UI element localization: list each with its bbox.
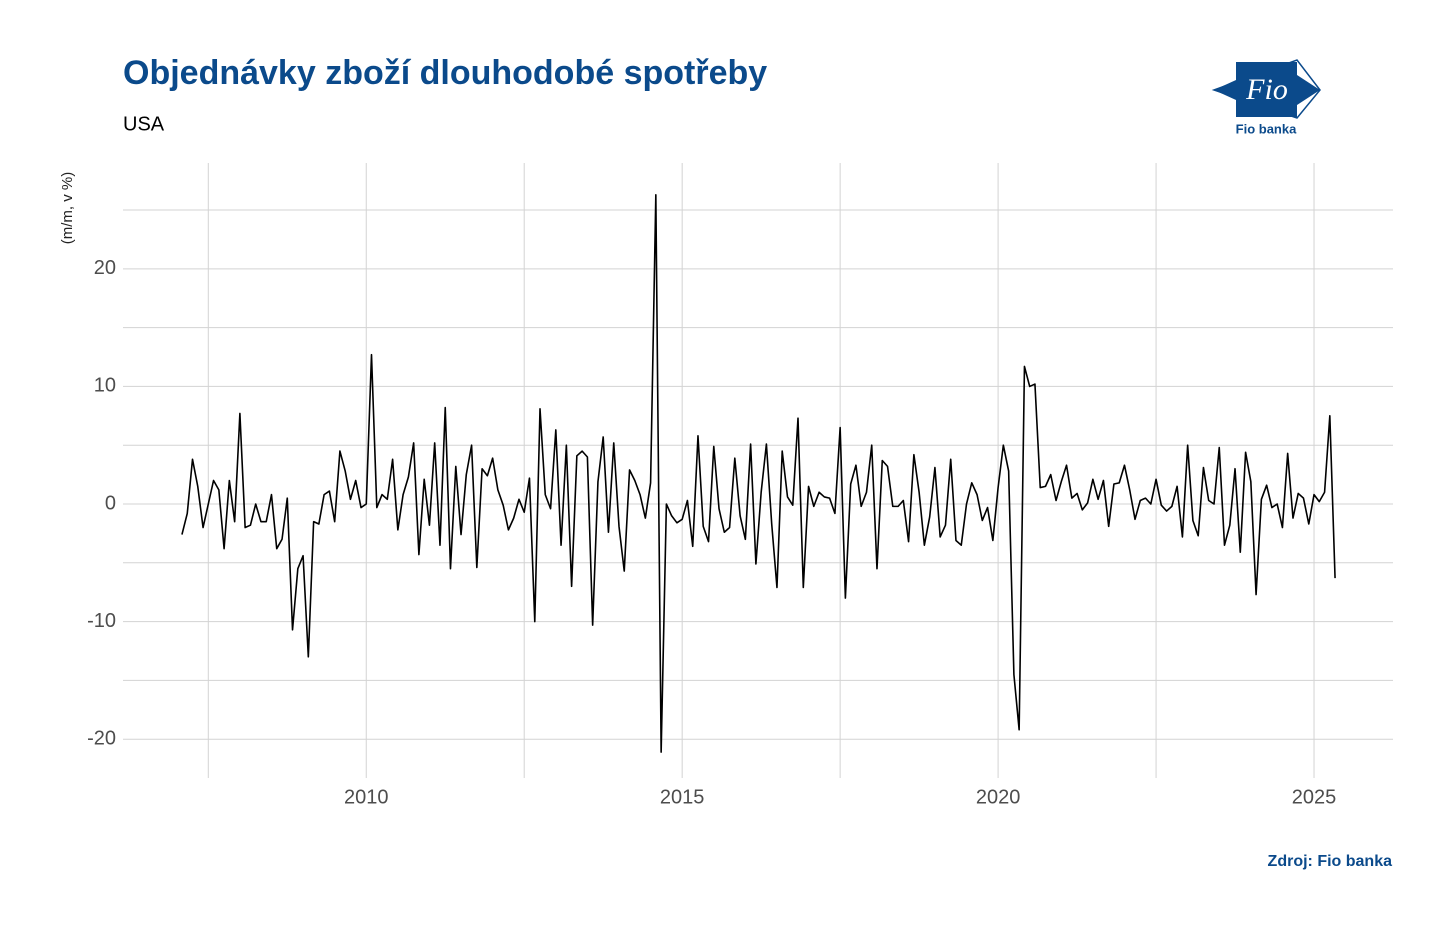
y-tick-label: 20 (94, 257, 116, 279)
chart-title: Objednávky zboží dlouhodobé spotřeby (123, 54, 767, 92)
logo-shape (1236, 62, 1297, 117)
x-tick-label: 2015 (660, 786, 705, 808)
logo-arrow (1297, 75, 1320, 105)
y-axis-label: (m/m, v %) (59, 172, 76, 245)
logo-mark: Fio (1245, 73, 1288, 106)
logo-name: Fio banka (1236, 121, 1297, 136)
x-tick-label: 2010 (344, 786, 389, 808)
y-tick-label: -10 (87, 610, 116, 632)
y-tick-label: 0 (105, 492, 116, 514)
x-tick-label: 2025 (1292, 786, 1337, 808)
y-tick-label: -20 (87, 727, 116, 749)
grid (123, 163, 1393, 778)
source: Zdroj: Fio banka (1268, 853, 1393, 870)
logo-arrow (1214, 80, 1236, 100)
x-tick-label: 2020 (976, 786, 1021, 808)
line (181, 193, 1336, 753)
chart-subtitle: USA (123, 113, 165, 135)
y-tick-label: 10 (94, 375, 116, 397)
logo: Fio Fio banka (1211, 59, 1321, 136)
